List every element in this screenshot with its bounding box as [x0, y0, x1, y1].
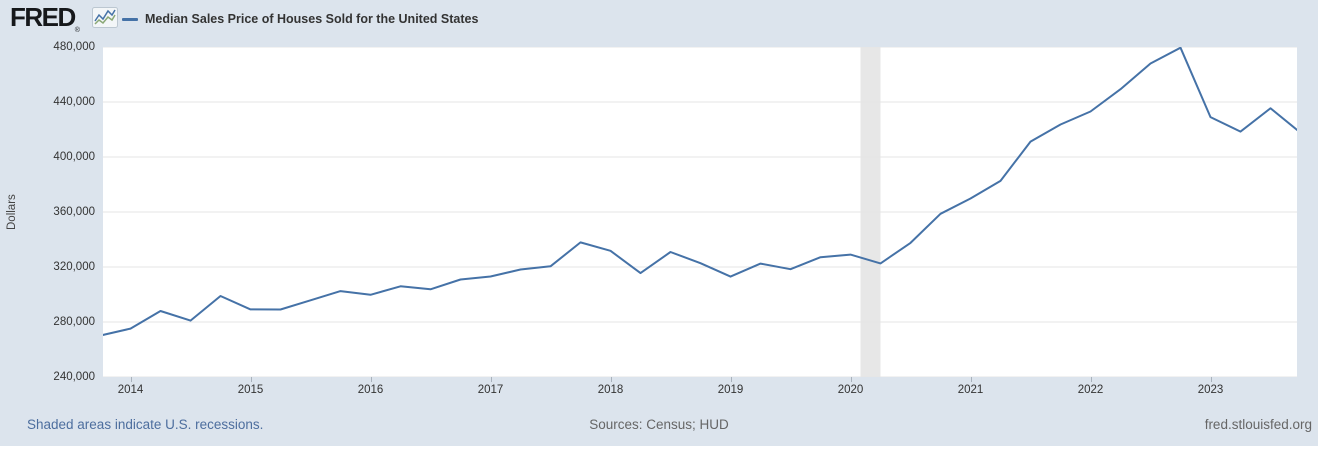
y-tick-label: 240,000 — [53, 370, 95, 383]
x-tick-label: 2023 — [1197, 384, 1224, 396]
x-tick-label: 2015 — [237, 384, 264, 396]
x-tick-label: 2017 — [477, 384, 504, 396]
x-axis-tick-mark — [1090, 377, 1092, 382]
y-tick-label: 400,000 — [53, 150, 95, 163]
y-tick-label: 280,000 — [53, 315, 95, 328]
x-axis-tick-mark — [370, 377, 372, 382]
graph-footer: Shaded areas indicate U.S. recessions. S… — [0, 413, 1318, 439]
x-tick-label: 2022 — [1077, 384, 1104, 396]
x-tick-label: 2016 — [357, 384, 384, 396]
x-axis-tick-mark — [130, 377, 132, 382]
y-tick-label: 320,000 — [53, 260, 95, 273]
x-axis-tick-mark — [610, 377, 612, 382]
data-series-line — [103, 47, 1297, 336]
y-tick-label: 440,000 — [53, 95, 95, 108]
x-axis-tick-mark — [730, 377, 732, 382]
x-tick-label: 2019 — [717, 384, 744, 396]
legend-item[interactable]: Median Sales Price of Houses Sold for th… — [122, 0, 478, 38]
x-tick-label: 2021 — [957, 384, 984, 396]
sparkline-chart-icon — [92, 7, 118, 28]
legend-label: Median Sales Price of Houses Sold for th… — [145, 12, 479, 26]
fred-logo-text: FRED — [10, 2, 76, 32]
y-axis-title: Dollars — [6, 194, 18, 230]
series-line-chart — [103, 47, 1297, 377]
sources-text: Sources: Census; HUD — [589, 417, 729, 432]
x-axis-tick-mark — [970, 377, 972, 382]
recessions-note-link[interactable]: Shaded areas indicate U.S. recessions. — [27, 417, 264, 432]
x-axis-tick-mark — [250, 377, 252, 382]
x-axis-tick-mark — [1210, 377, 1212, 382]
legend-line-swatch — [122, 17, 138, 21]
registered-mark: ® — [74, 27, 80, 34]
x-axis-tick-mark — [850, 377, 852, 382]
y-tick-label: 360,000 — [53, 205, 95, 218]
x-axis-tick-mark — [490, 377, 492, 382]
fred-logo[interactable]: FRED® — [10, 4, 80, 44]
x-tick-label: 2020 — [837, 384, 864, 396]
plot-area[interactable] — [103, 47, 1297, 377]
bottom-edge-strip — [0, 446, 1318, 450]
graph-header: FRED® Median Sales Price of Houses Sold … — [0, 0, 1318, 38]
y-tick-label: 480,000 — [53, 40, 95, 53]
x-tick-label: 2018 — [597, 384, 624, 396]
fred-site-link[interactable]: fred.stlouisfed.org — [1204, 417, 1312, 432]
x-tick-label: 2014 — [117, 384, 144, 396]
